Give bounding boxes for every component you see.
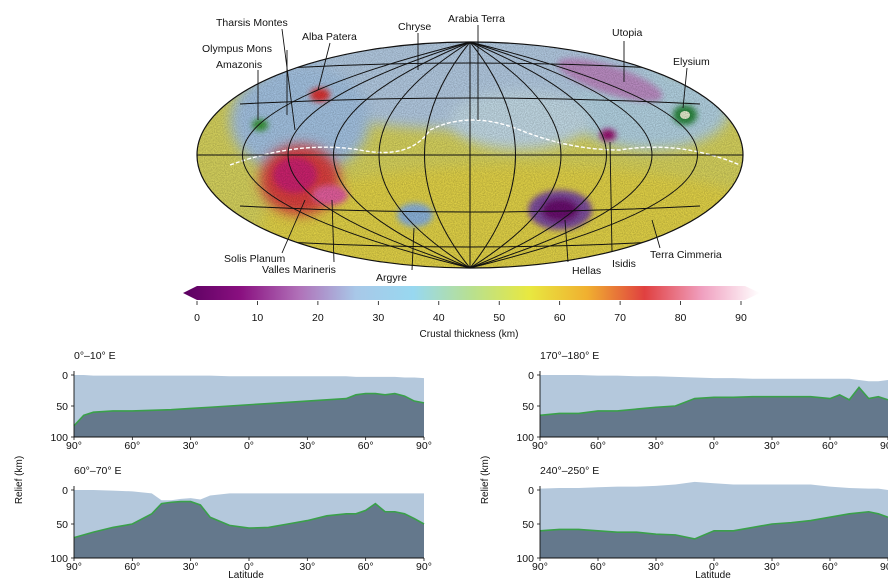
label-isidis: Isidis	[612, 258, 636, 270]
map-labels: Tharsis Montes Olympus Mons Alba Patera …	[202, 13, 722, 284]
xlabel-right: Latitude	[695, 570, 731, 579]
x-tick-label: 60°	[124, 440, 140, 452]
colorbar-label: Crustal thickness (km)	[420, 329, 519, 340]
y-tick-label: 0	[62, 485, 68, 497]
y-tick-label: 100	[516, 432, 534, 444]
y-tick-label: 100	[50, 553, 68, 565]
colorbar-tick-label: 40	[433, 312, 445, 324]
label-valles-marineris: Valles Marineris	[262, 264, 336, 276]
x-tick-label: 60°	[590, 440, 606, 452]
colorbar: 0 10 20 30 40 50 60 70 80 90 Crustal thickness (k…	[183, 286, 760, 340]
crust-area	[540, 375, 888, 416]
x-tick-label: 30°	[764, 440, 780, 452]
colorbar-tick-label: 70	[614, 312, 626, 324]
y-tick-label: 50	[56, 401, 68, 413]
x-tick-label: 60°	[822, 561, 838, 573]
x-tick-label: 60°	[358, 440, 374, 452]
colorbar-bar	[183, 286, 760, 300]
x-tick-label: 90°	[880, 561, 888, 573]
y-tick-label: 50	[522, 519, 534, 531]
x-tick-label: 0°	[709, 440, 719, 452]
label-alba-patera: Alba Patera	[302, 31, 357, 43]
x-tick-label: 90°	[532, 440, 548, 452]
x-tick-label: 0°	[709, 561, 719, 573]
x-tick-label: 60°	[124, 561, 140, 573]
x-tick-label: 30°	[764, 561, 780, 573]
x-tick-label: 90°	[66, 561, 82, 573]
label-utopia: Utopia	[612, 27, 643, 39]
moho-line	[73, 392, 425, 427]
x-tick-label: 90°	[880, 440, 888, 452]
moho-line	[539, 386, 888, 417]
x-tick-label: 90°	[416, 561, 432, 573]
x-tick-label: 60°	[822, 440, 838, 452]
crustal-thickness-map	[196, 41, 744, 269]
label-amazonis: Amazonis	[216, 59, 262, 71]
y-tick-label: 0	[528, 370, 534, 382]
x-tick-label: 30°	[299, 440, 315, 452]
x-tick-label: 30°	[648, 440, 664, 452]
colorbar-tick-label: 60	[554, 312, 566, 324]
colorbar-tick-label: 0	[194, 312, 200, 324]
label-tharsis-montes: Tharsis Montes	[216, 17, 288, 29]
y-tick-label: 0	[62, 370, 68, 382]
y-tick-label: 50	[522, 401, 534, 413]
x-tick-label: 90°	[532, 561, 548, 573]
colorbar-tick-label: 10	[252, 312, 264, 324]
y-tick-label: 50	[56, 519, 68, 531]
label-olympus-mons: Olympus Mons	[202, 43, 272, 55]
label-solis-planum: Solis Planum	[224, 253, 286, 265]
panel-title: 60°–70° E	[74, 465, 122, 477]
ylabel-left: Relief (km)	[14, 456, 25, 504]
crust-area	[74, 490, 424, 538]
colorbar-tick-label: 80	[675, 312, 687, 324]
panel-title: 170°–180° E	[540, 350, 599, 362]
x-tick-label: 60°	[590, 561, 606, 573]
label-argyre: Argyre	[376, 272, 407, 284]
label-elysium: Elysium	[673, 56, 710, 68]
label-chryse: Chryse	[398, 21, 431, 33]
x-tick-label: 60°	[358, 561, 374, 573]
moho-line	[73, 500, 425, 539]
moho-line	[539, 510, 888, 540]
x-tick-label: 30°	[299, 561, 315, 573]
crust-area	[74, 375, 424, 426]
xlabel-left: Latitude	[228, 570, 264, 579]
y-tick-label: 100	[50, 432, 68, 444]
mantle-area	[540, 511, 888, 558]
panel-title: 0°–10° E	[74, 350, 116, 362]
x-tick-label: 90°	[416, 440, 432, 452]
mantle-area	[540, 387, 888, 437]
y-tick-label: 100	[516, 553, 534, 565]
panel-title: 240°–250° E	[540, 465, 599, 477]
mantle-area	[74, 393, 424, 437]
x-tick-label: 30°	[183, 561, 199, 573]
colorbar-tick-label: 30	[372, 312, 384, 324]
y-tick-label: 0	[528, 485, 534, 497]
mantle-area	[74, 501, 424, 558]
crust-area	[540, 481, 888, 539]
colorbar-tick-label: 90	[735, 312, 747, 324]
colorbar-tick-label: 50	[493, 312, 505, 324]
colorbar-tick-label: 20	[312, 312, 324, 324]
label-arabia-terra: Arabia Terra	[448, 13, 505, 25]
x-tick-label: 0°	[244, 561, 254, 573]
x-tick-label: 90°	[66, 440, 82, 452]
x-tick-label: 30°	[648, 561, 664, 573]
x-tick-label: 0°	[244, 440, 254, 452]
label-hellas: Hellas	[572, 265, 601, 277]
ylabel-right: Relief (km)	[480, 456, 491, 504]
x-tick-label: 30°	[183, 440, 199, 452]
label-terra-cimmeria: Terra Cimmeria	[650, 249, 722, 261]
